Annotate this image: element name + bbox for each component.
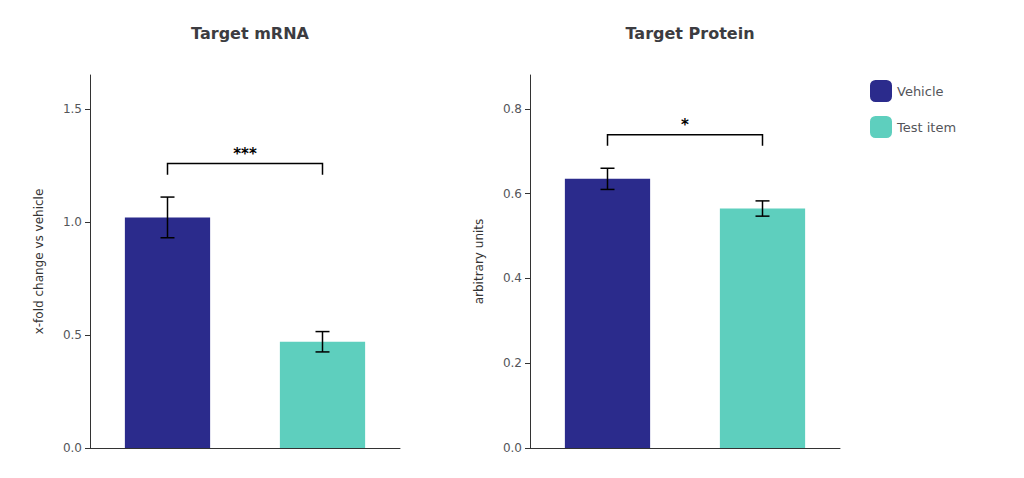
svg-text:Test item: Test item xyxy=(896,120,956,135)
svg-text:arbitrary units: arbitrary units xyxy=(472,219,486,305)
svg-text:x-fold change vs vehicle: x-fold change vs vehicle xyxy=(32,189,46,335)
svg-text:Target Protein: Target Protein xyxy=(625,24,754,43)
svg-text:1.5: 1.5 xyxy=(63,102,82,116)
svg-text:0.2: 0.2 xyxy=(503,356,522,370)
svg-text:0.5: 0.5 xyxy=(63,328,82,342)
svg-text:0.6: 0.6 xyxy=(503,187,522,201)
svg-text:1.0: 1.0 xyxy=(63,215,82,229)
svg-text:0.4: 0.4 xyxy=(503,271,522,285)
svg-text:0.8: 0.8 xyxy=(503,102,522,116)
svg-text:Target mRNA: Target mRNA xyxy=(191,24,309,43)
svg-text:Vehicle: Vehicle xyxy=(897,84,944,99)
svg-text:*: * xyxy=(681,116,689,134)
svg-text:0.0: 0.0 xyxy=(63,441,82,455)
svg-text:***: *** xyxy=(233,145,257,163)
svg-text:0.0: 0.0 xyxy=(503,441,522,455)
